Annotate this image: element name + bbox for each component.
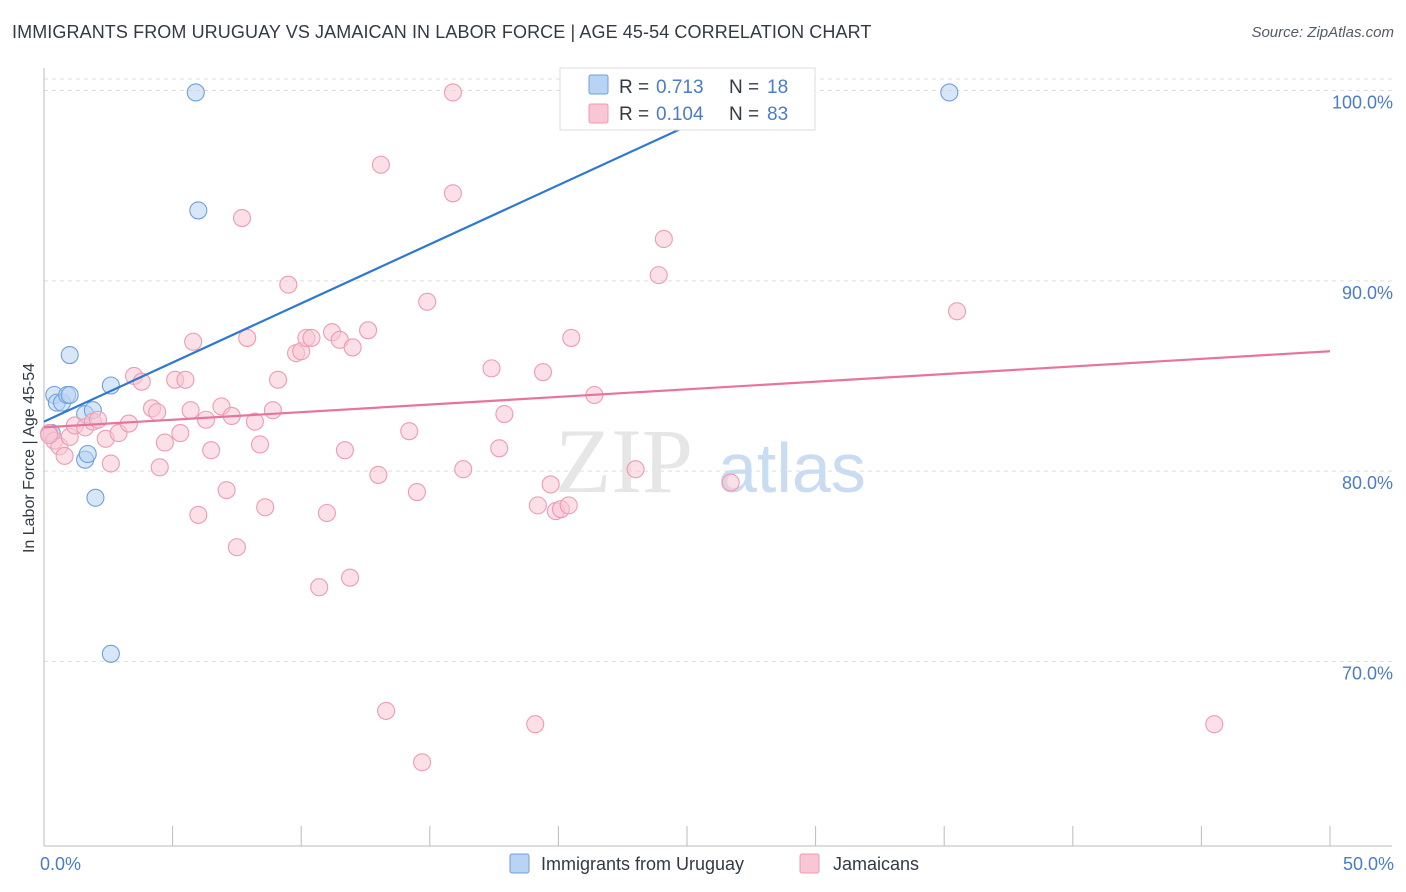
jamaican-point xyxy=(148,403,167,422)
jamaican-point xyxy=(343,338,362,357)
watermark-atlas: atlas xyxy=(718,429,866,507)
jamaican-point xyxy=(377,701,396,720)
jamaican-point xyxy=(196,410,216,429)
jamaican-point xyxy=(407,483,426,502)
jamaican-point xyxy=(626,460,645,479)
jamaican-point xyxy=(263,401,282,420)
jamaican-point xyxy=(721,473,740,492)
y-tick-label: 100.0% xyxy=(1332,93,1393,113)
uruguay-point xyxy=(78,444,97,464)
legend-n-value: 83 xyxy=(767,104,788,125)
grid-layer xyxy=(44,78,1392,662)
legend-n-value: 18 xyxy=(767,77,788,98)
jamaican-point xyxy=(55,446,74,465)
uruguay-point xyxy=(940,83,959,102)
bottom-legend-label-uruguay: Immigrants from Uruguay xyxy=(541,854,744,874)
jamaican-point xyxy=(413,753,432,772)
watermark: ZIP atlas xyxy=(555,410,866,512)
jamaican-point xyxy=(88,410,108,429)
jamaican-point xyxy=(948,302,967,321)
legend-r-value: 0.713 xyxy=(656,77,704,98)
legend-box: R = 0.713 N = 18 R = 0.104 N = 83 xyxy=(559,67,816,131)
jamaican-point xyxy=(317,503,336,523)
jamaican-point xyxy=(40,425,59,445)
jamaican-point xyxy=(654,229,673,249)
jamaican-point xyxy=(171,424,190,443)
jamaican-point xyxy=(371,155,390,174)
uruguay-point xyxy=(189,201,208,220)
jamaican-point xyxy=(302,328,321,347)
jamaican-point xyxy=(150,458,169,477)
jamaican-point xyxy=(1205,715,1224,734)
bottom-legend-label-jamaicans: Jamaicans xyxy=(833,854,919,874)
legend-swatch-jamaicans xyxy=(588,103,609,124)
jamaican-point xyxy=(184,332,203,351)
jamaican-point xyxy=(443,83,462,102)
bottom-legend-swatch-jamaicans xyxy=(799,853,820,874)
legend-r-label: R = xyxy=(619,104,649,125)
legend-r-value: 0.104 xyxy=(656,104,704,125)
jamaican-point xyxy=(482,359,501,378)
legend-n-label: N = xyxy=(729,104,759,125)
jamaican-point xyxy=(227,538,246,557)
uruguay-point xyxy=(60,345,79,365)
watermark-zip: ZIP xyxy=(555,410,693,512)
y-axis-title: In Labor Force | Age 45-54 xyxy=(21,363,38,553)
jamaican-point xyxy=(181,401,200,420)
source-label: Source: ZipAtlas.com xyxy=(1251,24,1394,41)
jamaican-point xyxy=(418,292,437,311)
jamaican-point xyxy=(256,498,275,517)
x-tick-label: 0.0% xyxy=(40,854,81,874)
jamaican-point xyxy=(245,412,264,431)
jamaican-point xyxy=(559,496,578,515)
trend-layer xyxy=(43,89,1331,429)
uruguay-point xyxy=(101,644,120,663)
jamaican-point xyxy=(335,441,354,460)
jamaican-point xyxy=(400,422,419,441)
jamaican-point xyxy=(101,454,120,473)
uruguay-trend-line xyxy=(43,89,765,423)
y-tick-label: 70.0% xyxy=(1342,663,1393,683)
uruguay-point xyxy=(86,488,105,507)
jamaican-point xyxy=(443,184,462,203)
jamaican-point xyxy=(359,321,378,340)
points-layer xyxy=(40,83,1224,772)
uruguay-point xyxy=(186,83,205,102)
x-tick-label: 50.0% xyxy=(1343,854,1394,874)
jamaican-point xyxy=(649,266,668,285)
jamaican-point xyxy=(176,370,195,389)
jamaican-point xyxy=(541,475,560,494)
jamaican-point xyxy=(341,568,360,587)
bottom-legend: Immigrants from Uruguay Jamaicans xyxy=(509,853,919,874)
jamaican-point xyxy=(490,439,509,458)
jamaican-point xyxy=(562,328,581,347)
legend-r-label: R = xyxy=(619,77,649,98)
legend-swatch-uruguay xyxy=(588,74,609,95)
jamaican-point xyxy=(269,370,288,389)
uruguay-point xyxy=(60,385,79,405)
chart-title: IMMIGRANTS FROM URUGUAY VS JAMAICAN IN L… xyxy=(12,22,872,42)
jamaican-point xyxy=(202,441,221,460)
jamaican-point xyxy=(528,496,547,515)
jamaican-point xyxy=(279,275,298,294)
jamaican-point xyxy=(155,433,174,452)
jamaican-point xyxy=(250,435,270,454)
legend-n-label: N = xyxy=(729,77,759,98)
jamaican-point xyxy=(369,465,388,484)
bottom-legend-swatch-uruguay xyxy=(509,853,530,874)
jamaican-point xyxy=(533,363,553,382)
axes-layer: 70.0% 80.0% 90.0% 100.0% 0.0% 50.0% xyxy=(40,68,1394,874)
jamaican-point xyxy=(232,208,252,228)
jamaican-point xyxy=(526,715,545,734)
jamaican-point xyxy=(454,460,473,479)
jamaican-point xyxy=(189,505,208,524)
jamaican-point xyxy=(495,404,514,424)
y-tick-label: 90.0% xyxy=(1342,283,1393,303)
jamaican-point xyxy=(310,578,329,597)
jamaican-point xyxy=(217,481,236,500)
y-tick-label: 80.0% xyxy=(1342,473,1393,493)
jamaican-trend-line xyxy=(43,350,1331,429)
